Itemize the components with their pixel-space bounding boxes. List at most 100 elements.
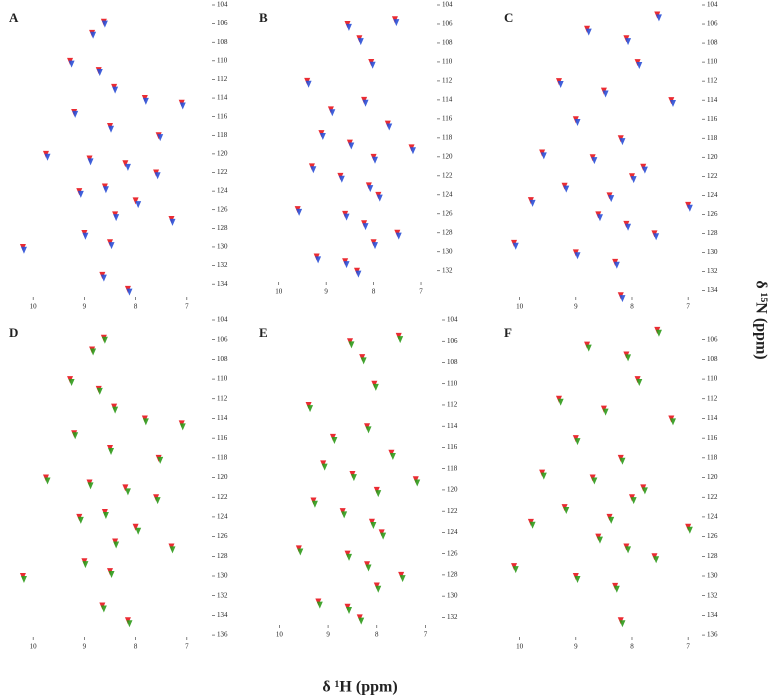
peak [367, 185, 374, 193]
peak [100, 274, 107, 282]
y-tick-label: 126 [217, 532, 228, 540]
peak [557, 398, 564, 406]
y-tick-label: 134 [707, 611, 718, 619]
peak [100, 605, 107, 613]
peak [310, 166, 317, 174]
peak [321, 463, 328, 471]
peak [613, 585, 620, 593]
peak [625, 223, 632, 231]
peak [395, 232, 402, 240]
peak [77, 190, 84, 198]
peak [625, 546, 632, 554]
panel: D104106108110112114116118120122124126128… [9, 316, 228, 651]
peak [329, 109, 336, 117]
y-tick-label: 110 [707, 58, 718, 66]
peak [389, 452, 396, 460]
peak [108, 242, 115, 250]
peak [341, 511, 348, 519]
panel: E104106108110112114116118120122124126128… [259, 316, 458, 639]
y-tick-label: 134 [707, 286, 718, 294]
y-tick-label: 104 [217, 1, 228, 9]
y-tick-label: 136 [217, 631, 228, 639]
y-tick-label: 112 [707, 394, 718, 402]
x-tick-label: 8 [630, 303, 634, 311]
peak [386, 123, 393, 131]
y-tick-label: 130 [217, 243, 228, 251]
peak [101, 20, 108, 28]
y-tick-label: 130 [447, 592, 458, 600]
peak [126, 288, 133, 296]
x-tick-label: 9 [574, 643, 578, 651]
peak [619, 457, 626, 465]
peak [82, 232, 89, 240]
peak [311, 500, 318, 508]
peak [44, 477, 51, 485]
y-tick-label: 122 [447, 507, 458, 515]
panel-label: A [9, 10, 19, 25]
peak [20, 575, 27, 583]
y-axis-label: δ ¹⁵N (ppm) [752, 280, 769, 359]
peak [338, 175, 345, 183]
peak [113, 214, 120, 222]
peak [108, 447, 115, 455]
x-tick-label: 7 [419, 288, 423, 296]
peak [316, 601, 323, 609]
peak [585, 344, 592, 352]
x-tick-label: 9 [574, 303, 578, 311]
x-tick-label: 10 [516, 643, 524, 651]
panel-label: C [504, 10, 513, 25]
x-tick-label: 8 [134, 303, 138, 311]
peak [132, 523, 139, 531]
y-tick-label: 122 [217, 168, 228, 176]
peak [343, 213, 350, 221]
x-tick-label: 9 [83, 303, 87, 311]
y-tick-label: 128 [707, 229, 718, 237]
y-tick-label: 104 [447, 316, 458, 324]
y-tick-label: 108 [442, 39, 453, 47]
y-tick-label: 114 [442, 96, 453, 104]
y-tick-label: 106 [217, 19, 228, 27]
y-tick-label: 110 [217, 375, 228, 383]
peak [122, 160, 129, 168]
peak [357, 38, 364, 46]
y-tick-label: 126 [707, 210, 718, 218]
peak [636, 61, 643, 69]
x-axis-label: δ ¹H (ppm) [322, 679, 397, 696]
peak [512, 242, 519, 250]
peak [319, 132, 326, 140]
peak [529, 521, 536, 529]
peak [613, 261, 620, 269]
peak [596, 214, 603, 222]
peak [142, 97, 149, 105]
y-tick-label: 118 [442, 133, 453, 141]
peak [124, 163, 131, 171]
y-tick-label: 122 [217, 493, 228, 501]
y-tick-label: 118 [447, 464, 458, 472]
y-tick-label: 126 [707, 532, 718, 540]
x-tick-label: 9 [326, 631, 330, 639]
peak [669, 418, 676, 426]
y-tick-label: 116 [217, 112, 228, 120]
y-tick-label: 120 [217, 473, 228, 481]
y-tick-label: 120 [442, 152, 453, 160]
peak [641, 487, 648, 495]
peak [307, 405, 314, 413]
peak [591, 477, 598, 485]
x-tick-label: 7 [686, 643, 690, 651]
peak [112, 86, 119, 94]
peak [557, 80, 564, 88]
peak [608, 195, 615, 203]
y-tick-label: 120 [217, 150, 228, 158]
peak [602, 408, 609, 416]
y-tick-label: 130 [442, 247, 453, 255]
peak [331, 437, 338, 445]
panel-label: B [259, 10, 268, 25]
x-tick-label: 8 [375, 631, 379, 639]
peak [630, 497, 637, 505]
y-tick-label: 130 [707, 248, 718, 256]
peak [602, 90, 609, 98]
x-tick-label: 7 [686, 303, 690, 311]
y-tick-label: 128 [217, 552, 228, 560]
peak [82, 561, 89, 569]
y-tick-label: 112 [217, 75, 228, 83]
